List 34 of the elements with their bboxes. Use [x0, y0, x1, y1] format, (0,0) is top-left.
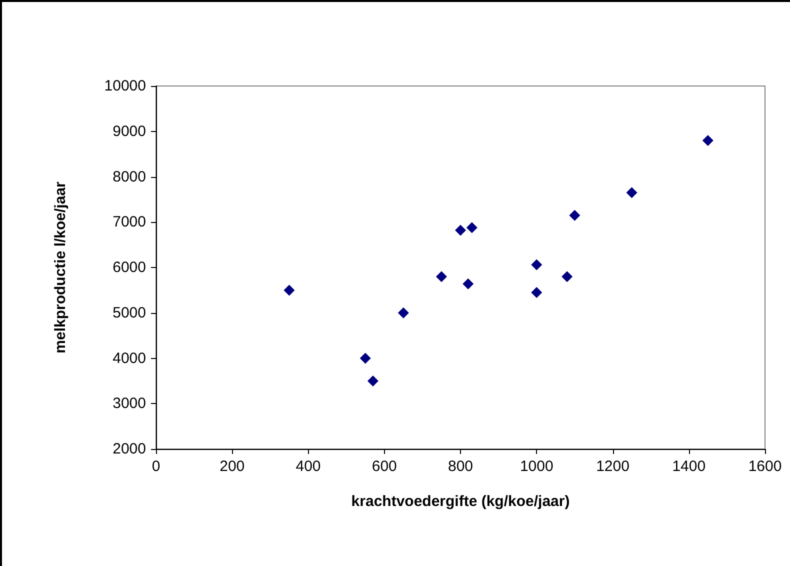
- point: [462, 278, 474, 290]
- point: [702, 134, 714, 146]
- x-tick-label: 1600: [748, 458, 782, 475]
- point: [367, 375, 378, 386]
- x-tick-label: 1200: [596, 458, 630, 475]
- y-tick-label: 4000: [112, 350, 146, 367]
- y-tick-label: 2000: [112, 440, 146, 458]
- point: [562, 271, 573, 282]
- y-tick-label: 10000: [104, 78, 146, 94]
- point: [360, 352, 371, 364]
- x-axis-title: krachtvoedergifte (kg/koe/jaar): [351, 493, 570, 510]
- x-tick-label: 600: [372, 458, 397, 475]
- point: [531, 259, 542, 270]
- y-tick-label: 9000: [112, 122, 146, 140]
- y-tick-label: 5000: [112, 304, 146, 322]
- y-axis-title: melkproductie l/koe/jaar: [52, 181, 69, 354]
- y-tick-label: 6000: [112, 259, 146, 276]
- point: [531, 286, 542, 298]
- x-tick-label: 0: [152, 458, 160, 475]
- y-tick-label: 3000: [112, 395, 146, 412]
- point: [466, 222, 478, 234]
- point: [436, 271, 447, 282]
- point: [455, 224, 466, 236]
- point: [569, 210, 580, 221]
- point: [626, 187, 638, 198]
- x-tick-label: 400: [296, 458, 321, 475]
- x-tick-label: 800: [448, 458, 474, 475]
- x-tick-label: 1400: [672, 458, 706, 475]
- y-tick-label: 7000: [112, 214, 146, 231]
- x-tick-label: 1000: [520, 458, 554, 475]
- point: [284, 284, 295, 296]
- x-tick-label: 200: [220, 458, 245, 475]
- y-tick-label: 8000: [112, 168, 146, 186]
- point: [398, 307, 409, 318]
